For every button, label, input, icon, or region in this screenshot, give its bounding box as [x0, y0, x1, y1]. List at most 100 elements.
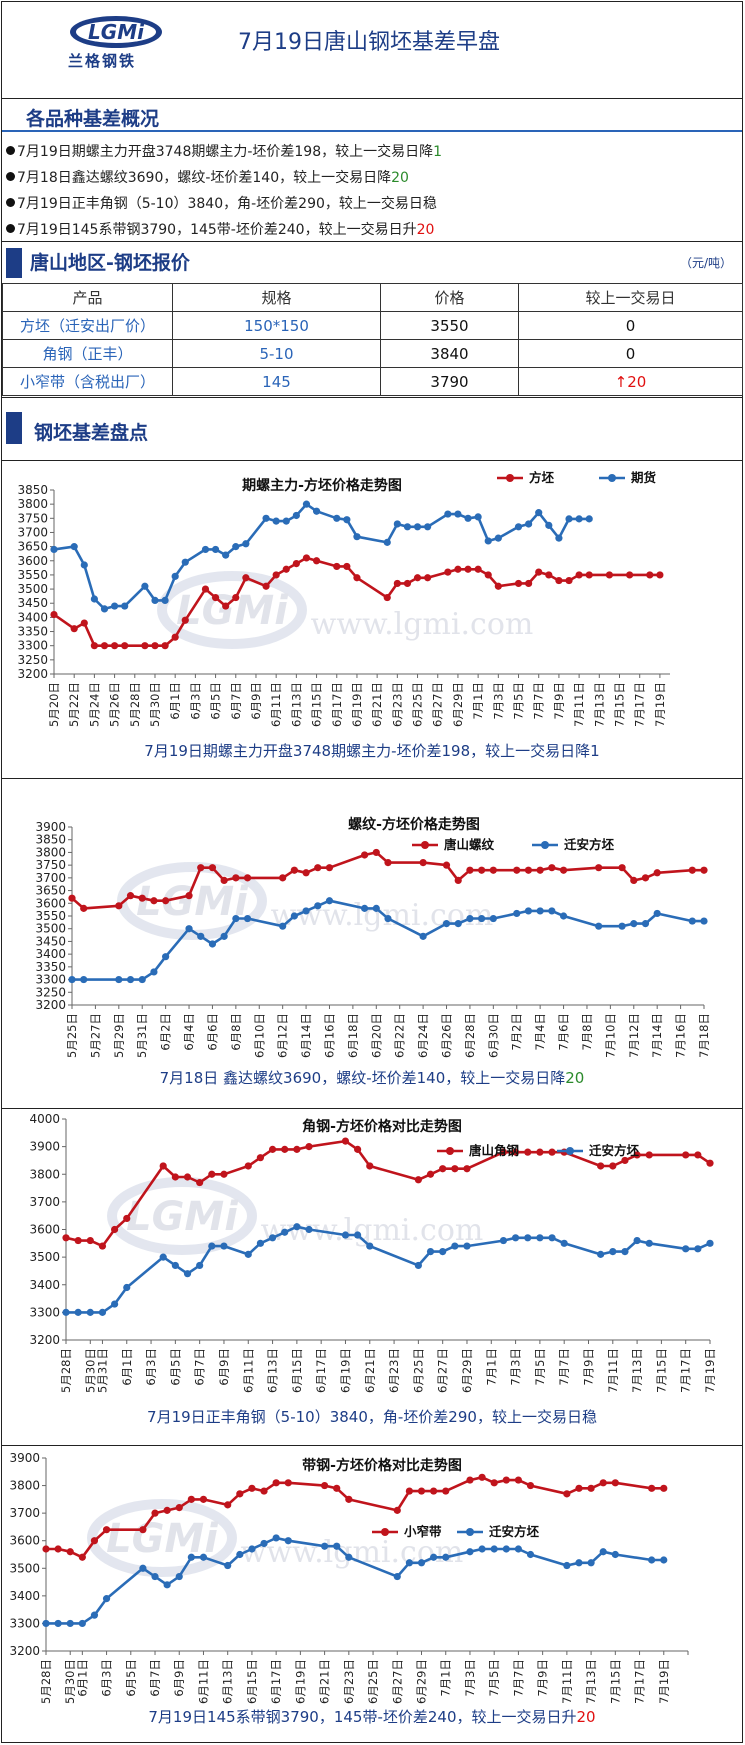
data-point — [451, 1242, 459, 1250]
data-point — [171, 1173, 179, 1181]
x-tick-label: 7月13日 — [584, 1659, 598, 1704]
data-point — [439, 1165, 447, 1173]
data-point — [236, 1490, 244, 1498]
x-tick-label: 5月29日 — [112, 1013, 126, 1058]
chart-svg: LGMi www.lgmi.com320033003400350036003700… — [9, 1451, 689, 1704]
data-point — [197, 864, 205, 872]
data-point — [100, 605, 109, 613]
data-point — [403, 579, 412, 588]
x-tick-label: 6月28日 — [463, 1013, 477, 1058]
data-point — [688, 866, 696, 874]
legend-label: 方坯 — [529, 470, 555, 485]
data-point — [272, 1479, 280, 1487]
x-tick-label: 6月11日 — [269, 682, 283, 727]
overview-title: 各品种基差概况 — [26, 108, 160, 130]
data-point — [115, 902, 123, 910]
x-tick-label: 6月7日 — [229, 682, 243, 720]
chart-caption-change: 20 — [565, 1069, 585, 1087]
data-point — [78, 1553, 86, 1561]
x-tick-label: 6月15日 — [310, 682, 324, 727]
x-tick-label: 5月28日 — [59, 1348, 73, 1393]
data-point — [700, 866, 708, 874]
data-point — [641, 874, 650, 882]
x-tick-label: 6月30日 — [486, 1013, 500, 1058]
x-tick-label: 5月24日 — [87, 682, 101, 727]
legend-marker — [566, 1147, 574, 1155]
x-tick-label: 6月3日 — [144, 1348, 158, 1386]
data-point — [185, 925, 193, 933]
price-cell: 3550 — [380, 311, 519, 340]
watermark-url-text: www.lgmi.com — [271, 898, 494, 933]
x-tick-label: 6月7日 — [148, 1659, 162, 1697]
data-point — [162, 897, 170, 905]
data-point — [102, 1526, 111, 1534]
data-point — [405, 1487, 413, 1495]
product-cell: 小窄带（含税出厂） — [2, 367, 173, 396]
x-tick-label: 7月1日 — [439, 1659, 453, 1697]
data-point — [222, 602, 230, 610]
data-point — [66, 1619, 74, 1628]
data-point — [442, 1487, 450, 1495]
data-point — [478, 914, 486, 923]
data-point — [621, 1248, 629, 1256]
data-point — [536, 1148, 544, 1156]
data-point — [442, 861, 451, 869]
data-point — [98, 1242, 107, 1250]
data-point — [139, 1526, 147, 1534]
y-tick-label: 3400 — [9, 1589, 40, 1603]
data-point — [555, 534, 563, 542]
data-point — [242, 540, 250, 548]
overview-item-text: 7月19日期螺主力开盘3748期螺主力-坯价差198，较上一交易日降 — [17, 144, 434, 160]
y-tick-label: 3600 — [17, 554, 48, 568]
data-point — [536, 907, 544, 915]
data-point — [366, 1242, 374, 1250]
y-tick-label: 3400 — [35, 947, 66, 961]
data-point — [464, 514, 472, 522]
chart-caption-text: 7月19日正丰角钢（5-10）3840，角-坯价差290，较上一交易日稳 — [147, 1408, 597, 1426]
change-cell: 0 — [518, 339, 743, 368]
data-point — [653, 909, 661, 918]
data-point — [80, 975, 88, 984]
spec-cell: 145 — [172, 367, 381, 396]
data-point — [454, 510, 462, 518]
data-point — [185, 892, 193, 900]
watermark: LGMi www.lgmi.com — [117, 862, 494, 940]
x-tick-label: 6月11日 — [241, 1348, 255, 1393]
data-point — [333, 514, 341, 522]
change-cell: 0 — [518, 311, 743, 340]
x-tick-label: 5月30日 — [83, 1348, 97, 1393]
data-point — [151, 596, 159, 604]
x-tick-label: 5月28日 — [39, 1659, 53, 1704]
data-point — [403, 523, 412, 531]
data-point — [499, 1148, 508, 1156]
y-tick-label: 3900 — [29, 1140, 60, 1154]
data-point — [393, 1572, 401, 1581]
data-point — [414, 1176, 422, 1184]
data-point — [123, 1214, 131, 1223]
data-point — [536, 866, 544, 874]
x-tick-label: 7月9日 — [581, 1348, 595, 1386]
data-point — [110, 642, 119, 650]
data-point — [159, 1253, 167, 1261]
x-tick-label: 7月9日 — [552, 682, 566, 720]
change-value: 20 — [627, 372, 647, 391]
data-point — [417, 1559, 426, 1567]
data-point — [343, 516, 351, 524]
data-point — [372, 848, 380, 857]
data-point — [211, 545, 220, 554]
y-tick-label: 3850 — [17, 483, 48, 497]
data-point — [646, 571, 654, 579]
data-point — [314, 902, 322, 910]
data-point — [645, 1151, 653, 1159]
data-point — [78, 1619, 86, 1628]
x-tick-label: 7月19日 — [653, 682, 667, 727]
data-point — [163, 1506, 171, 1514]
data-point — [333, 1484, 341, 1492]
data-point — [345, 1553, 353, 1561]
data-point — [272, 1534, 280, 1542]
data-point — [621, 1156, 629, 1165]
table-header: 较上一交易日 — [518, 283, 743, 312]
chart-title: 螺纹-方坯价格走势图 — [348, 816, 480, 833]
y-tick-label: 3800 — [17, 497, 48, 511]
x-tick-label: 7月16日 — [674, 1013, 688, 1058]
